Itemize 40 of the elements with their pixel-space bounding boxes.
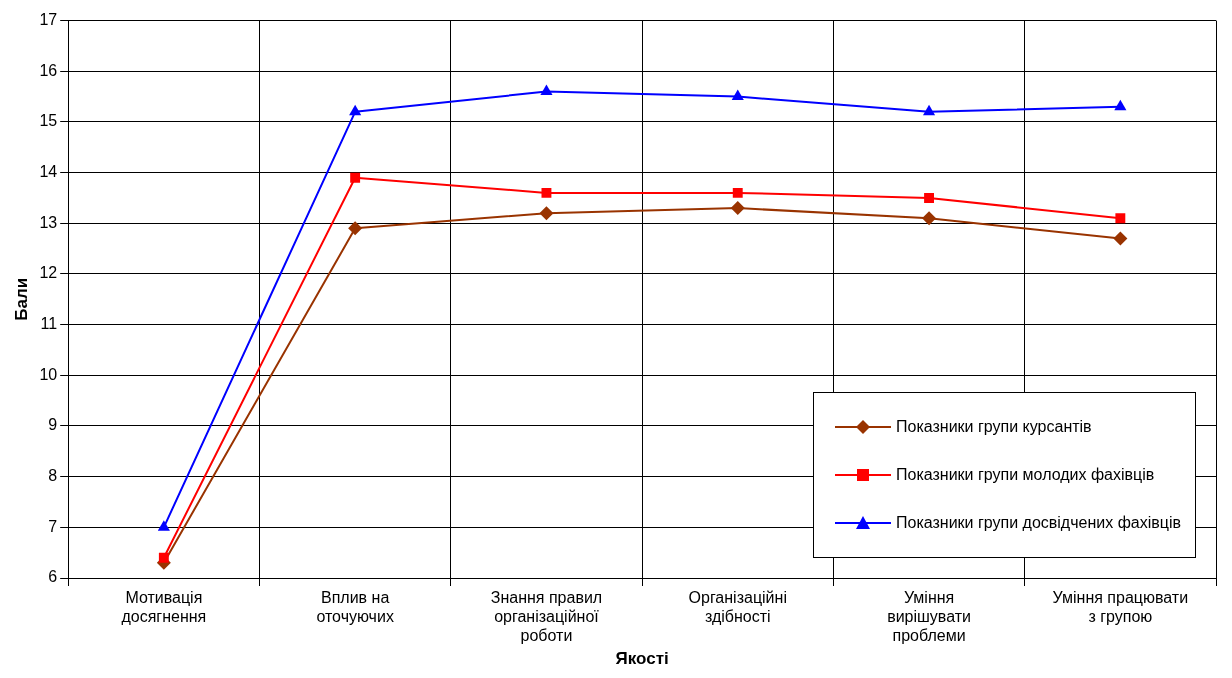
y-tick-label: 10 xyxy=(39,365,58,383)
y-tick-label: 11 xyxy=(40,315,58,333)
y-tick-label: 16 xyxy=(39,61,58,79)
point xyxy=(922,211,937,226)
y-tick-label: 17 xyxy=(39,11,58,29)
point xyxy=(348,221,363,236)
point xyxy=(541,187,552,198)
legend-label: Показники групи курсантів xyxy=(896,418,1092,436)
point xyxy=(731,89,744,101)
point xyxy=(730,201,745,216)
point xyxy=(349,104,362,116)
point xyxy=(1113,231,1128,246)
y-tick-label: 6 xyxy=(48,568,58,586)
y-tick-label: 7 xyxy=(48,517,58,535)
legend-label: Показники групи молодих фахівців xyxy=(896,466,1155,484)
x-tick-label: Вплив на оточуючих xyxy=(316,589,394,626)
y-tick-label: 14 xyxy=(39,163,58,181)
point xyxy=(922,104,936,116)
point xyxy=(540,84,553,96)
y-tick-label: 15 xyxy=(39,112,58,130)
y-tick-label: 13 xyxy=(39,213,58,231)
point xyxy=(158,552,169,563)
x-tick-label: Мотивація досягнення xyxy=(121,589,207,626)
y-axis-title: Бали xyxy=(11,277,31,321)
point xyxy=(924,193,934,203)
legend-label: Показники групи досвідчених фахівців xyxy=(896,514,1181,532)
x-tick-label: Організаційні здібності xyxy=(688,589,787,626)
y-tick-label: 9 xyxy=(48,416,58,434)
point xyxy=(732,187,743,198)
x-tick-label: Уміння працювати з групою xyxy=(1052,589,1189,626)
y-tick-label: 8 xyxy=(48,467,58,485)
x-tick-label: Уміння вирішувати проблеми xyxy=(887,589,971,645)
point xyxy=(1114,99,1127,111)
point xyxy=(1115,213,1126,224)
x-tick-label: Знання правил організаційної роботи xyxy=(490,589,603,645)
y-tick-label: 12 xyxy=(39,264,58,282)
point xyxy=(350,172,361,183)
point xyxy=(539,206,554,221)
point xyxy=(157,520,170,531)
x-axis-title: Якості xyxy=(615,649,669,669)
